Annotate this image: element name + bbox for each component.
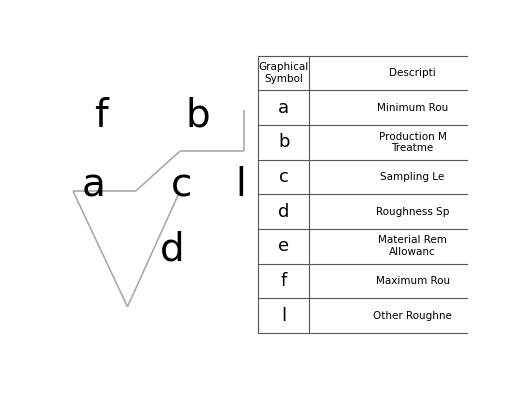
Text: Other Roughne: Other Roughne bbox=[373, 310, 452, 320]
Text: c: c bbox=[279, 168, 289, 186]
Text: Sampling Le: Sampling Le bbox=[381, 172, 445, 182]
Text: Descripti: Descripti bbox=[389, 68, 436, 78]
Text: f: f bbox=[280, 272, 287, 290]
Text: a: a bbox=[81, 166, 105, 204]
Text: l: l bbox=[235, 166, 245, 204]
Text: e: e bbox=[278, 237, 289, 255]
Text: f: f bbox=[95, 97, 108, 135]
Text: l: l bbox=[281, 306, 286, 324]
Text: Material Rem
Allowanc: Material Rem Allowanc bbox=[378, 236, 447, 257]
Text: a: a bbox=[278, 99, 289, 117]
Text: b: b bbox=[186, 97, 210, 135]
Text: Graphical
Symbol: Graphical Symbol bbox=[258, 62, 309, 84]
Text: d: d bbox=[278, 203, 289, 221]
Text: d: d bbox=[160, 231, 184, 269]
Text: Maximum Rou: Maximum Rou bbox=[375, 276, 450, 286]
Text: b: b bbox=[278, 133, 289, 151]
Text: Minimum Rou: Minimum Rou bbox=[377, 103, 448, 113]
Text: Production M
Treatme: Production M Treatme bbox=[379, 132, 447, 153]
Text: c: c bbox=[171, 166, 192, 204]
Text: Roughness Sp: Roughness Sp bbox=[376, 207, 449, 217]
